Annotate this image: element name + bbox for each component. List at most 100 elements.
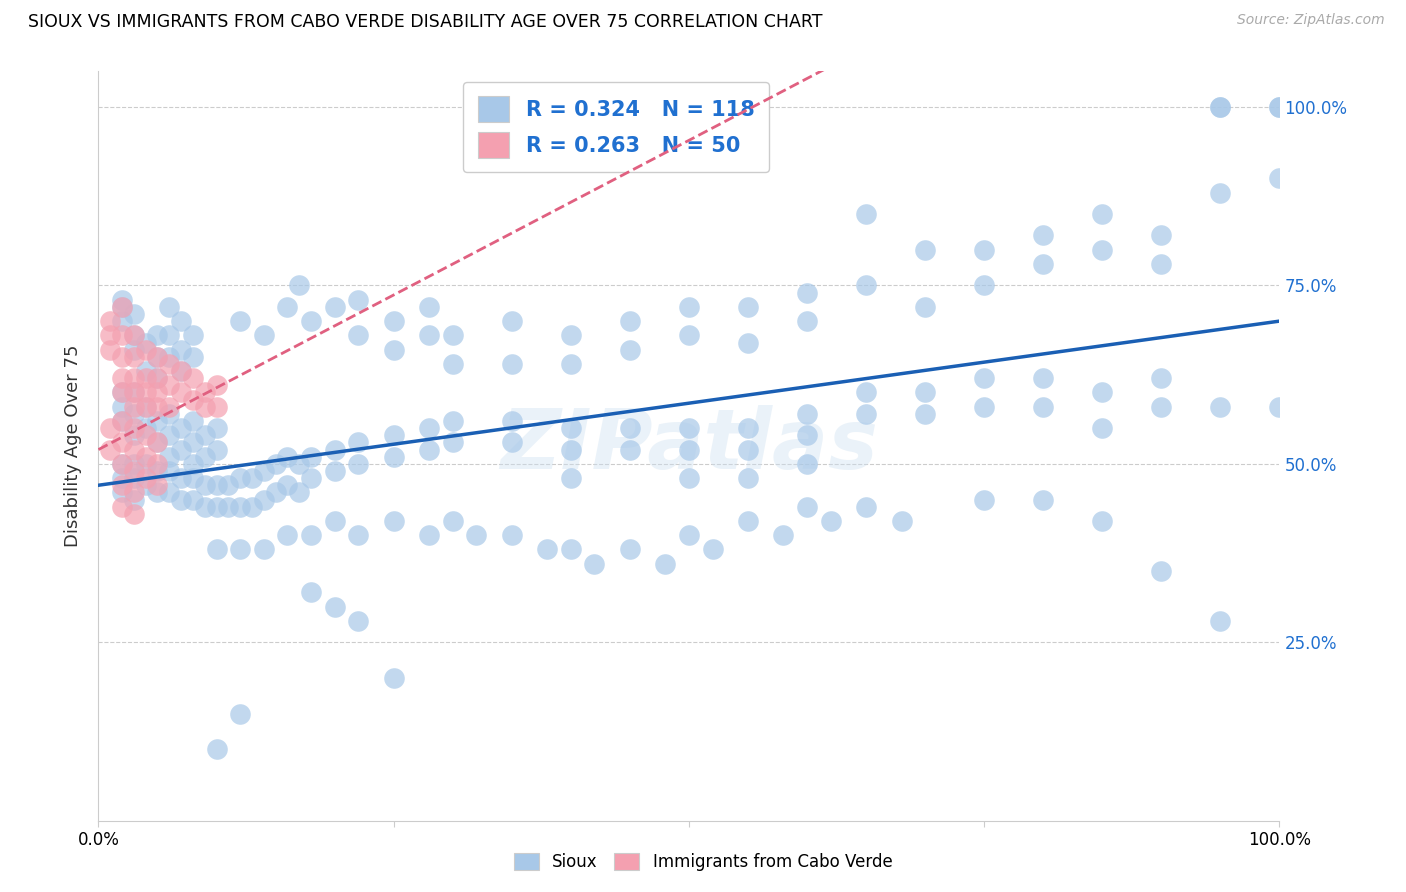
Point <box>1209 100 1232 114</box>
Point <box>619 542 641 557</box>
Point <box>170 314 193 328</box>
Point <box>181 435 204 450</box>
Point <box>157 328 180 343</box>
Point <box>323 464 346 478</box>
Point <box>157 400 180 414</box>
Point <box>1091 421 1114 435</box>
Point <box>229 542 252 557</box>
Point <box>135 335 157 350</box>
Point <box>111 385 134 400</box>
Point <box>111 471 134 485</box>
Point <box>501 414 523 428</box>
Point <box>229 471 252 485</box>
Point <box>382 314 405 328</box>
Point <box>111 300 134 314</box>
Point <box>1150 257 1173 271</box>
Point <box>855 278 877 293</box>
Point <box>418 528 440 542</box>
Point <box>146 414 169 428</box>
Point <box>501 357 523 371</box>
Point <box>441 328 464 343</box>
Point <box>111 293 134 307</box>
Point <box>146 485 169 500</box>
Point <box>122 350 145 364</box>
Point <box>146 328 169 343</box>
Point <box>111 500 134 514</box>
Point <box>181 471 204 485</box>
Point <box>98 314 121 328</box>
Point <box>855 407 877 421</box>
Point <box>1032 228 1054 243</box>
Text: Source: ZipAtlas.com: Source: ZipAtlas.com <box>1237 13 1385 28</box>
Point <box>205 400 228 414</box>
Point <box>111 414 134 428</box>
Point <box>855 500 877 514</box>
Point <box>205 742 228 756</box>
Point <box>441 514 464 528</box>
Point <box>264 457 287 471</box>
Point <box>890 514 912 528</box>
Point <box>1209 100 1232 114</box>
Point <box>111 435 134 450</box>
Point <box>205 442 228 457</box>
Point <box>299 528 322 542</box>
Point <box>122 485 145 500</box>
Point <box>181 328 204 343</box>
Point <box>737 335 759 350</box>
Point <box>111 385 134 400</box>
Point <box>796 457 818 471</box>
Point <box>122 400 145 414</box>
Point <box>1032 400 1054 414</box>
Point <box>678 528 700 542</box>
Point <box>135 364 157 378</box>
Point <box>501 528 523 542</box>
Point <box>560 421 582 435</box>
Point <box>170 442 193 457</box>
Point <box>619 421 641 435</box>
Point <box>347 293 370 307</box>
Point <box>583 557 606 571</box>
Point <box>772 528 794 542</box>
Text: ZIPatlas: ZIPatlas <box>501 406 877 486</box>
Point <box>194 500 217 514</box>
Point <box>323 300 346 314</box>
Point <box>146 435 169 450</box>
Point <box>465 528 488 542</box>
Point <box>205 378 228 392</box>
Point <box>181 350 204 364</box>
Point <box>170 343 193 357</box>
Point <box>418 421 440 435</box>
Point <box>135 450 157 464</box>
Point <box>170 421 193 435</box>
Point <box>347 457 370 471</box>
Point <box>347 435 370 450</box>
Point <box>111 457 134 471</box>
Point <box>194 400 217 414</box>
Point <box>135 400 157 414</box>
Point <box>973 278 995 293</box>
Point <box>122 507 145 521</box>
Point <box>914 243 936 257</box>
Point <box>122 428 145 442</box>
Point <box>229 706 252 721</box>
Point <box>382 428 405 442</box>
Point <box>737 442 759 457</box>
Point <box>973 492 995 507</box>
Point <box>194 428 217 442</box>
Point <box>299 450 322 464</box>
Point <box>111 485 134 500</box>
Point <box>276 478 298 492</box>
Point <box>157 428 180 442</box>
Point <box>122 464 145 478</box>
Point <box>253 542 276 557</box>
Point <box>253 492 276 507</box>
Point <box>157 378 180 392</box>
Point <box>146 435 169 450</box>
Point <box>501 435 523 450</box>
Point <box>347 328 370 343</box>
Point <box>1268 400 1291 414</box>
Point <box>288 278 311 293</box>
Point <box>122 343 145 357</box>
Point <box>796 407 818 421</box>
Point <box>135 371 157 385</box>
